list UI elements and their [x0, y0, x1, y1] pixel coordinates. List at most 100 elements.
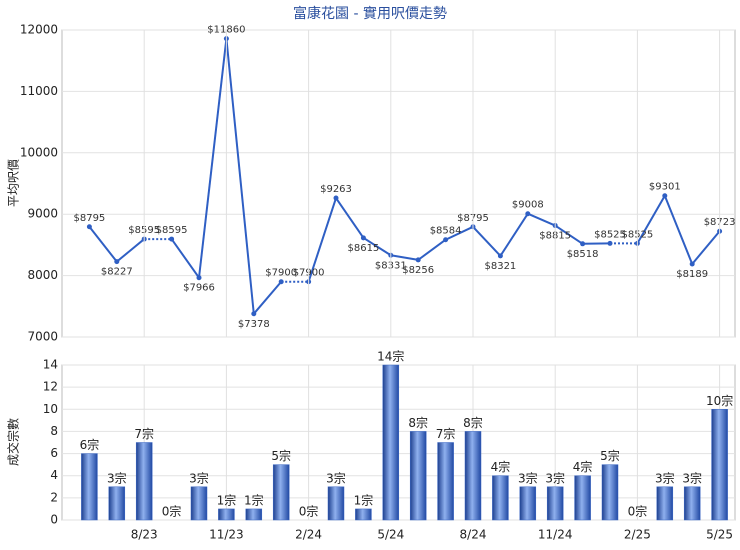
- point: [497, 253, 503, 259]
- line-segment: [445, 225, 474, 241]
- value-label: 3宗: [518, 470, 538, 485]
- value-label: 10宗: [706, 393, 733, 408]
- x-tick-label: 5/25: [706, 528, 733, 542]
- point: [169, 236, 175, 242]
- bar: [711, 409, 728, 521]
- value-label: 8宗: [463, 415, 483, 430]
- bar: [656, 486, 674, 521]
- value-label: 1宗: [354, 492, 374, 507]
- line-segment: [225, 38, 255, 314]
- x-tick-label: 8/23: [131, 528, 158, 542]
- value-label: $9008: [512, 200, 544, 211]
- value-label: $8615: [347, 243, 379, 254]
- point: [662, 193, 668, 199]
- bar: [683, 486, 701, 521]
- value-label: $9263: [320, 184, 352, 195]
- x-tick-label: 11/23: [209, 528, 244, 542]
- value-label: $8518: [567, 249, 599, 260]
- y-tick-label: 6: [50, 446, 58, 460]
- value-label: 3宗: [107, 470, 127, 485]
- y-tick-label: 12000: [20, 23, 58, 37]
- point: [689, 261, 695, 267]
- value-label: 5宗: [600, 448, 620, 463]
- value-label: 0宗: [299, 504, 319, 519]
- y-tick-label: 8000: [27, 268, 58, 282]
- y-tick-label: 11000: [20, 84, 58, 98]
- point: [607, 240, 613, 246]
- value-label: 4宗: [573, 459, 593, 474]
- point: [415, 257, 421, 263]
- bar: [218, 508, 235, 521]
- line-segment: [472, 226, 502, 257]
- bar: [437, 442, 454, 521]
- x-tick-label: 11/24: [538, 528, 573, 542]
- line-segment: [554, 224, 584, 245]
- line-segment: [499, 213, 529, 257]
- point: [360, 235, 366, 241]
- line-segment: [691, 230, 721, 265]
- value-label: $8584: [430, 226, 462, 237]
- value-label: 3宗: [545, 470, 565, 485]
- value-label: 14宗: [377, 349, 404, 364]
- value-label: 0宗: [628, 504, 648, 519]
- line-segment: [417, 238, 447, 261]
- line-segment: [362, 236, 392, 257]
- line-segment: [663, 195, 694, 265]
- bar: [81, 453, 98, 521]
- x-tick-label: 2/24: [295, 528, 322, 542]
- bar: [409, 431, 427, 521]
- bar: [519, 486, 537, 521]
- value-label: $8795: [73, 213, 105, 224]
- value-label: 4宗: [491, 459, 511, 474]
- line-segment: [335, 197, 365, 239]
- point: [525, 211, 531, 217]
- chart-title: 富康花園 - 實用呎價走勢: [293, 5, 447, 22]
- y-tick-label: 2: [50, 490, 58, 504]
- value-label: 0宗: [162, 504, 182, 519]
- point: [333, 195, 339, 201]
- line-segment: [636, 195, 666, 244]
- x-tick-label: 8/24: [460, 528, 487, 542]
- line-segment: [116, 238, 145, 263]
- x-tick-label: 5/24: [377, 528, 404, 542]
- line-segment: [527, 212, 556, 227]
- bar: [601, 464, 619, 521]
- y-tick-label: 7000: [27, 330, 58, 344]
- point: [278, 279, 284, 285]
- line-segment: [390, 254, 419, 261]
- line-segment: [170, 238, 200, 279]
- y-tick-label: 12: [43, 380, 58, 394]
- bar: [546, 486, 564, 521]
- value-label: 5宗: [271, 448, 291, 463]
- y-tick-label: 14: [43, 358, 58, 372]
- value-label: 3宗: [189, 470, 209, 485]
- point: [196, 275, 202, 281]
- bar: [272, 464, 290, 521]
- bar: [245, 508, 263, 521]
- y-axis-label: 成交宗數: [6, 418, 21, 466]
- bar: [355, 508, 372, 521]
- value-label: 8宗: [408, 415, 428, 430]
- bar: [327, 486, 345, 521]
- bar: [492, 475, 509, 521]
- value-label: $8321: [484, 261, 516, 272]
- bar: [574, 475, 591, 521]
- value-label: $8189: [676, 269, 708, 280]
- y-tick-label: 0: [50, 513, 58, 527]
- bar: [464, 431, 482, 521]
- y-tick-label: 10: [43, 402, 58, 416]
- line-segment: [253, 281, 282, 315]
- y-tick-label: 8: [50, 424, 58, 438]
- value-label: 6宗: [80, 437, 100, 452]
- point: [251, 311, 257, 317]
- value-label: $7966: [183, 283, 215, 294]
- value-label: 3宗: [682, 470, 702, 485]
- y-axis-label: 平均呎價: [7, 159, 21, 207]
- line-segment: [198, 38, 228, 278]
- point: [114, 259, 120, 265]
- point: [443, 237, 449, 243]
- point: [580, 241, 586, 247]
- value-label: $8525: [594, 229, 626, 240]
- bar: [382, 364, 400, 521]
